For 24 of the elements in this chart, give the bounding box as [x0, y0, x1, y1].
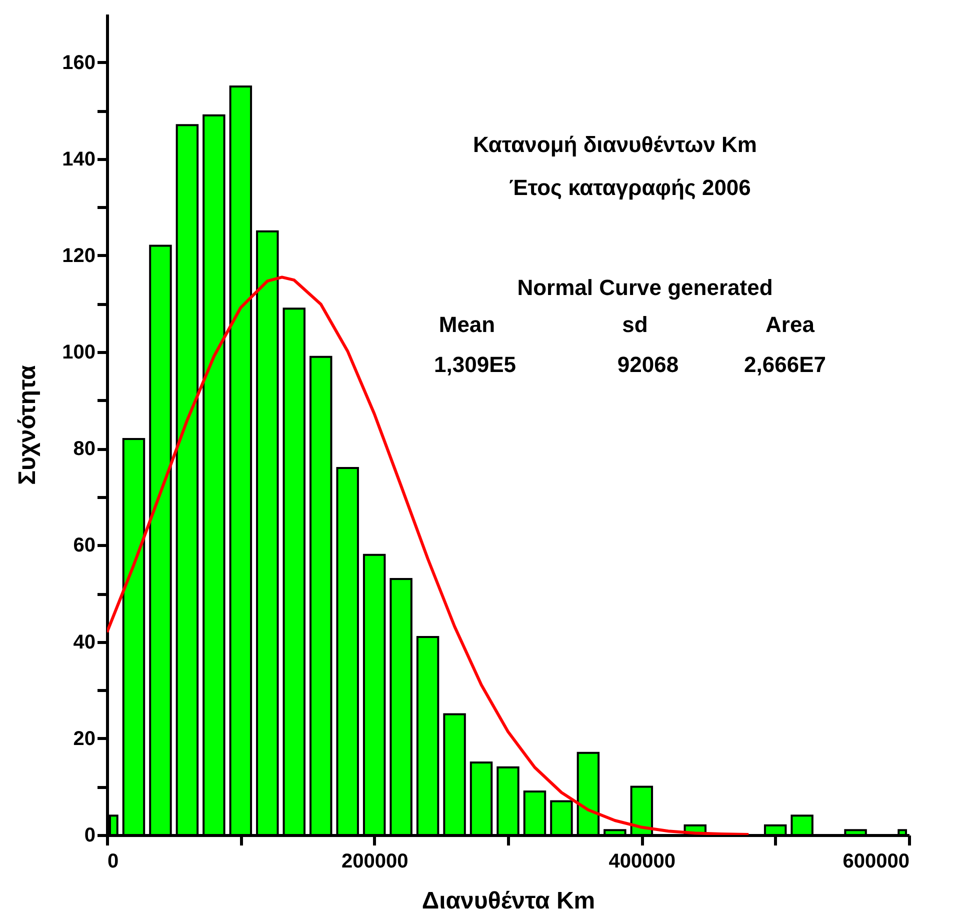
x-tick-label: 600000: [842, 850, 910, 872]
x-tick-label: 0: [108, 850, 119, 872]
annotation: Έτος καταγραφής 2006: [509, 175, 751, 200]
y-tick-label: 120: [62, 244, 96, 267]
annotation: 2,666E7: [744, 352, 826, 377]
x-axis-title: Διανυθέντα Km: [422, 888, 596, 914]
annotation: 92068: [617, 352, 679, 377]
y-tick-label: 20: [73, 728, 96, 750]
y-tick-label: 0: [84, 824, 96, 846]
annotation: sd: [622, 312, 648, 337]
annotation: 1,309E5: [434, 352, 516, 377]
annotation: Area: [766, 312, 816, 337]
y-tick-label: 40: [73, 631, 96, 654]
annotation: Κατανομή διανυθέντων Km: [473, 132, 757, 157]
x-tick-label: 400000: [608, 850, 676, 872]
annotation: Normal Curve generated: [517, 275, 773, 300]
x-tick-label: 200000: [341, 850, 408, 872]
y-axis-title: Συχνότητα: [14, 364, 42, 485]
y-tick-label: 140: [62, 148, 96, 170]
y-tick-label: 160: [62, 52, 96, 74]
annotation: Mean: [438, 312, 496, 337]
y-tick-label: 100: [62, 342, 96, 364]
y-tick-label: 60: [73, 534, 96, 557]
y-tick-label: 80: [73, 438, 96, 460]
